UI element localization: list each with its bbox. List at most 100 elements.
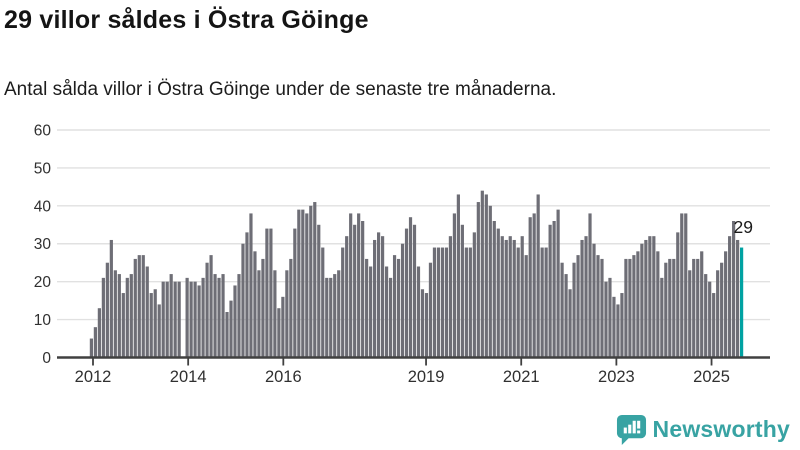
bar <box>217 277 221 358</box>
bar <box>688 270 692 358</box>
bar <box>452 213 456 358</box>
logo-bar-1 <box>623 427 627 433</box>
bar <box>728 236 732 358</box>
x-tick-label: 2014 <box>170 368 207 386</box>
bar <box>117 274 121 358</box>
bar <box>185 277 189 358</box>
bar <box>668 258 672 358</box>
x-tick-label: 2021 <box>503 368 540 386</box>
chart-title: 29 villor såldes i Östra Göinge <box>4 6 369 34</box>
bar <box>125 277 129 358</box>
bar <box>596 255 600 358</box>
bar <box>109 239 113 358</box>
bar <box>516 247 520 358</box>
bar <box>508 236 512 358</box>
bar <box>672 258 676 358</box>
bar <box>313 202 317 358</box>
y-tick-label: 10 <box>34 312 52 329</box>
bar <box>369 266 373 358</box>
bar <box>193 281 197 358</box>
bar <box>229 300 233 358</box>
bar <box>197 285 201 358</box>
bar <box>660 277 664 358</box>
bar <box>576 255 580 358</box>
bar <box>548 224 552 358</box>
newsworthy-logo-icon <box>616 414 646 445</box>
y-tick-label: 30 <box>34 236 52 253</box>
bar <box>349 213 353 358</box>
bar <box>680 213 684 358</box>
bar <box>241 243 245 358</box>
x-tick-label: 2019 <box>408 368 445 386</box>
bar <box>297 209 301 358</box>
bar <box>424 293 429 358</box>
bar <box>141 255 145 358</box>
bar <box>616 304 620 358</box>
newsworthy-logo-text: Newsworthy <box>652 415 790 442</box>
bar <box>648 236 652 358</box>
bar <box>209 255 213 358</box>
bar <box>436 247 441 358</box>
bar <box>285 270 289 358</box>
newsworthy-logo: Newsworthy <box>616 412 790 446</box>
bar <box>177 281 181 358</box>
bar <box>592 243 596 358</box>
bar <box>608 277 612 358</box>
bar <box>249 213 253 358</box>
bar <box>684 213 688 358</box>
bar <box>460 224 464 358</box>
bar <box>396 258 401 358</box>
y-tick-label: 60 <box>34 122 52 139</box>
bar <box>301 209 305 358</box>
bar <box>97 308 101 358</box>
y-tick-label: 20 <box>34 274 52 291</box>
bar <box>636 251 640 358</box>
bar <box>692 258 696 358</box>
bar <box>432 247 437 358</box>
logo-bar-2 <box>627 424 631 433</box>
bar <box>544 247 548 358</box>
bar <box>153 289 157 358</box>
y-tick-label: 0 <box>42 350 51 367</box>
bar <box>137 255 141 358</box>
bar <box>628 258 632 358</box>
bar <box>472 232 476 358</box>
bar <box>448 236 453 358</box>
bar <box>309 205 313 358</box>
bar <box>420 289 425 358</box>
bar <box>165 281 169 358</box>
bar <box>620 293 624 358</box>
bar <box>584 236 588 358</box>
bar <box>640 243 644 358</box>
bar <box>133 258 137 358</box>
x-tick-label: 2012 <box>75 368 112 386</box>
bar <box>696 258 700 358</box>
bar <box>564 274 568 358</box>
bar <box>412 224 417 358</box>
bar <box>492 221 496 358</box>
bar <box>157 304 161 358</box>
bar <box>464 247 468 358</box>
bar <box>480 190 484 358</box>
bar <box>305 213 309 358</box>
bar <box>512 239 516 358</box>
bar <box>257 270 261 358</box>
bar <box>149 293 153 358</box>
bar <box>289 258 293 358</box>
bar <box>345 236 349 358</box>
bar <box>129 274 133 358</box>
bar <box>600 258 604 358</box>
bar <box>121 293 125 358</box>
y-tick-label: 40 <box>34 198 52 215</box>
bar <box>484 194 488 358</box>
bar <box>652 236 656 358</box>
bar <box>612 296 616 358</box>
bar <box>504 239 508 358</box>
bar <box>568 289 572 358</box>
bar <box>556 209 560 358</box>
bar <box>261 258 265 358</box>
bar <box>225 312 229 358</box>
bar <box>333 274 337 358</box>
bar <box>716 270 720 358</box>
